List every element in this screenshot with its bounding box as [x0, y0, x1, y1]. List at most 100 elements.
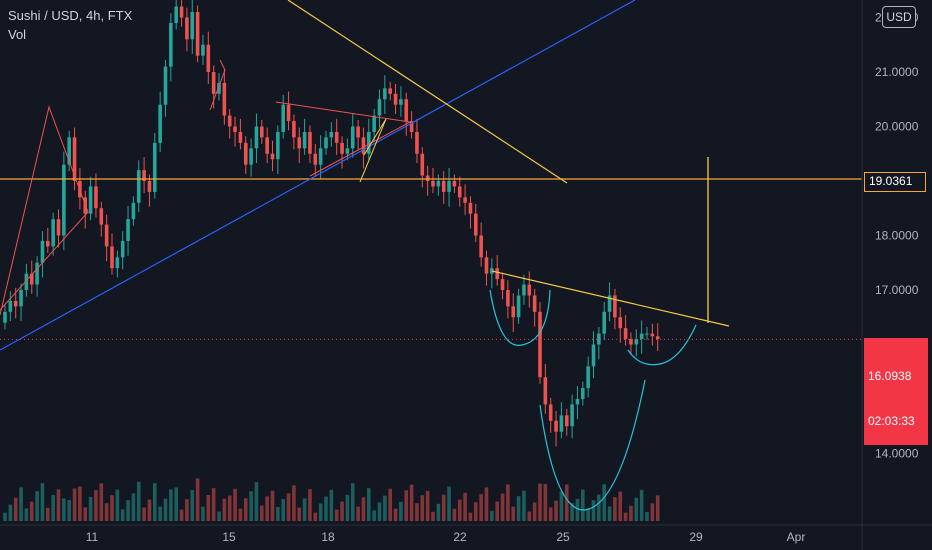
volume-bar	[78, 486, 82, 521]
candle-body	[265, 137, 269, 154]
candle-body	[538, 311, 542, 378]
drawing-tools-layer[interactable]	[0, 0, 862, 511]
candle-body	[201, 44, 205, 56]
volume-bar	[345, 494, 350, 521]
volume-bar	[420, 495, 425, 521]
candle-body	[474, 213, 478, 236]
volume-bar	[639, 489, 644, 521]
symbol-title: Sushi / USD, 4h, FTX	[8, 8, 133, 23]
volume-bar	[136, 481, 141, 521]
volume-bar	[645, 512, 649, 521]
candle-body	[388, 88, 392, 94]
volume-bar	[56, 489, 61, 521]
last-price-value: 16.0938	[868, 369, 912, 383]
price-tick-label: 20.0000	[875, 120, 919, 134]
candle-body	[260, 126, 264, 138]
volume-bar	[260, 505, 264, 521]
time-tick-label: 22	[453, 530, 467, 544]
volume-bar	[607, 506, 612, 521]
volume-bar	[292, 485, 296, 521]
candle-body	[447, 181, 451, 192]
currency-button[interactable]: USD	[882, 6, 916, 28]
candle-body	[356, 126, 360, 138]
volume-series	[3, 478, 660, 521]
candle-body	[115, 257, 120, 269]
volume-bar	[581, 489, 585, 521]
volume-bar	[613, 497, 617, 521]
volume-bar	[104, 503, 109, 521]
volume-bar	[511, 506, 516, 521]
volume-bar	[233, 488, 237, 521]
volume-bar	[222, 498, 227, 521]
volume-bar	[270, 490, 275, 521]
candle-body	[72, 137, 77, 181]
candle-body	[254, 126, 259, 149]
left-triangle-drawing	[0, 105, 89, 316]
volume-bar	[3, 512, 7, 521]
candle-body	[393, 93, 398, 105]
volume-bar	[142, 507, 146, 521]
volume-bar	[227, 495, 232, 521]
candle-body	[591, 344, 596, 367]
volume-bar	[72, 488, 77, 521]
candle-body	[99, 208, 104, 225]
volume-bar	[115, 489, 120, 521]
candle-body	[142, 170, 146, 181]
time-tick-label: 25	[556, 530, 570, 544]
volume-bar	[548, 507, 553, 521]
candle-body	[131, 202, 136, 220]
volume-bar	[308, 489, 312, 521]
candle-body	[367, 131, 371, 154]
candle-body	[302, 131, 307, 149]
small-wedge-drawing	[359, 118, 387, 183]
candle-body	[163, 66, 168, 105]
candle-body	[222, 82, 227, 116]
volume-bar	[500, 493, 505, 521]
volume-bar	[623, 512, 628, 521]
candle-body	[35, 262, 39, 285]
candle-body	[104, 224, 109, 247]
left-shoulder-curve	[489, 289, 551, 346]
candle-body	[607, 295, 612, 312]
candle-body	[441, 181, 446, 192]
candle-body	[243, 142, 248, 165]
candle-body	[292, 121, 296, 138]
candle-body	[281, 104, 285, 132]
candle-body	[297, 137, 302, 149]
candle-body	[238, 131, 243, 143]
volume-bar	[340, 501, 344, 521]
volume-bar	[431, 511, 435, 521]
candle-body	[559, 415, 564, 432]
volume-bar	[634, 497, 639, 521]
candle-body	[179, 6, 184, 18]
volume-bar	[399, 501, 403, 521]
volume-bar	[425, 490, 430, 521]
candle-body	[457, 186, 462, 198]
volume-bar	[506, 484, 510, 521]
volume-bar	[586, 508, 590, 521]
candle-body	[40, 240, 45, 263]
volume-bar	[479, 494, 483, 521]
candle-body	[623, 328, 628, 340]
candle-body	[431, 181, 435, 187]
candle-body	[62, 164, 66, 236]
candle-body	[570, 404, 574, 427]
candle-body	[313, 153, 318, 165]
candle-body	[29, 273, 34, 285]
price-tick-label: 21.0000	[875, 65, 919, 79]
last-price-tag: 16.0938 02:03:33	[864, 338, 928, 445]
volume-bar	[377, 502, 382, 521]
volume-bar	[655, 495, 660, 521]
volume-bar	[211, 488, 216, 521]
volume-bar	[29, 501, 34, 521]
time-tick-label: 29	[689, 530, 703, 544]
volume-bar	[40, 483, 45, 521]
volume-bar	[463, 492, 467, 521]
candle-body	[318, 148, 323, 165]
volume-bar	[452, 508, 457, 521]
volume-bar	[83, 507, 88, 521]
blue-trendline	[0, 0, 636, 351]
volume-bar	[147, 499, 152, 521]
volume-bar	[447, 486, 451, 521]
